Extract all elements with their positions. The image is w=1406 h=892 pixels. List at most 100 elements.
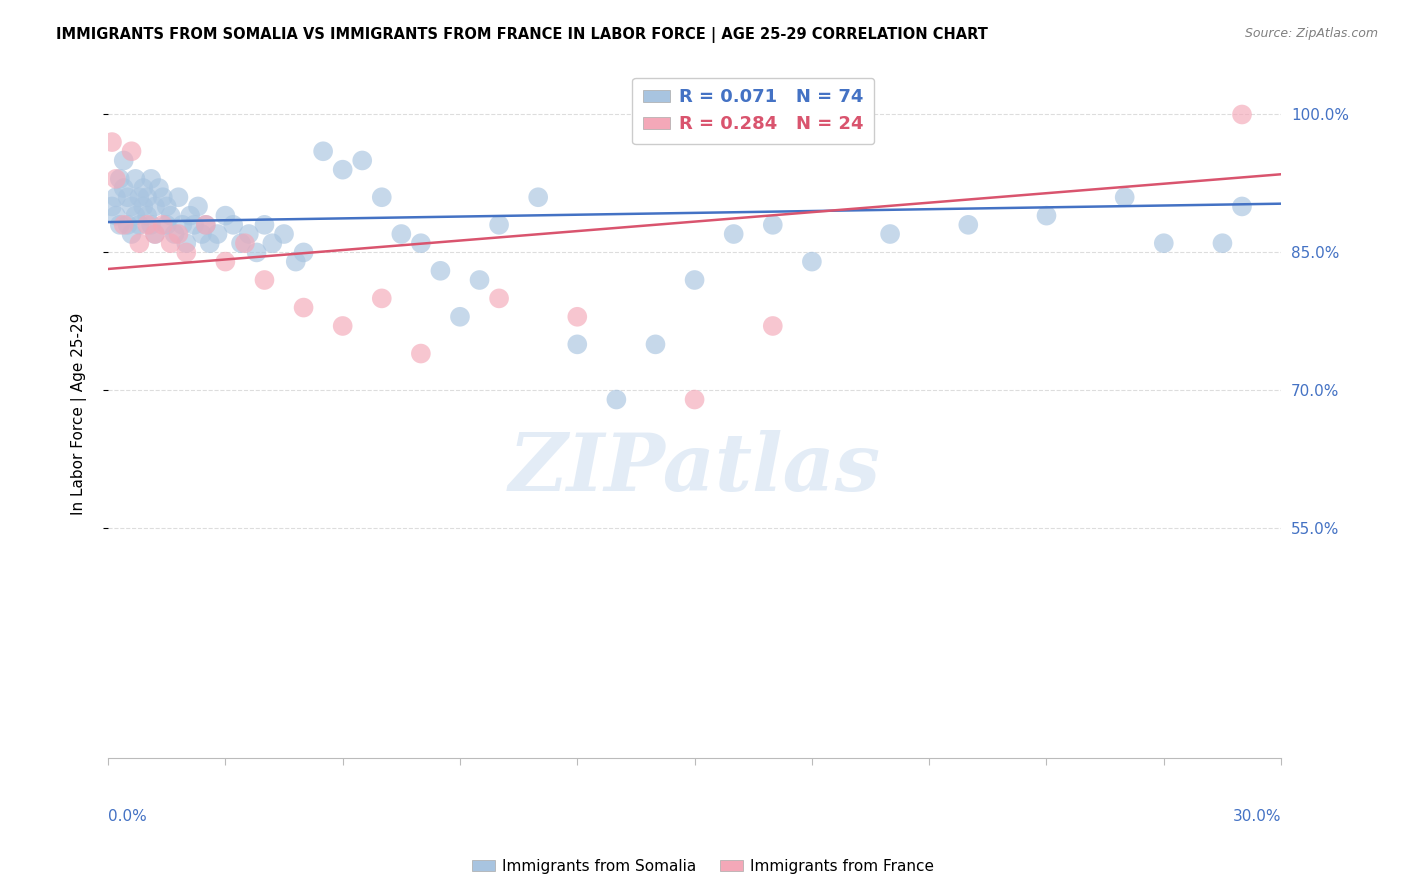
Point <box>409 236 432 251</box>
Point <box>371 292 394 306</box>
Point <box>332 162 354 177</box>
Point <box>605 392 627 407</box>
Point <box>488 292 510 306</box>
Point <box>101 199 124 213</box>
Point <box>273 227 295 241</box>
Point <box>683 273 706 287</box>
Point <box>136 218 159 232</box>
Point <box>159 209 181 223</box>
Point <box>527 190 550 204</box>
Point <box>567 337 589 351</box>
Text: Source: ZipAtlas.com: Source: ZipAtlas.com <box>1244 27 1378 40</box>
Text: ZIPatlas: ZIPatlas <box>509 430 880 508</box>
Point <box>1230 107 1253 121</box>
Point <box>112 153 135 168</box>
Point <box>156 199 179 213</box>
Point <box>136 190 159 204</box>
Point <box>124 209 146 223</box>
Point <box>121 199 143 213</box>
Point <box>112 181 135 195</box>
Point <box>136 209 159 223</box>
Point <box>121 145 143 159</box>
Point <box>389 227 412 241</box>
Point <box>222 218 245 232</box>
Point <box>1230 199 1253 213</box>
Point <box>352 153 374 168</box>
Point <box>194 218 217 232</box>
Point <box>246 245 269 260</box>
Point <box>238 227 260 241</box>
Point <box>198 236 221 251</box>
Point <box>449 310 471 324</box>
Point <box>292 245 315 260</box>
Point <box>253 273 276 287</box>
Point <box>723 227 745 241</box>
Point <box>128 190 150 204</box>
Point <box>1035 209 1057 223</box>
Point <box>879 227 901 241</box>
Point <box>132 181 155 195</box>
Point <box>167 227 190 241</box>
Point <box>124 172 146 186</box>
Point <box>101 135 124 149</box>
Point <box>371 190 394 204</box>
Point <box>214 209 236 223</box>
Point <box>194 218 217 232</box>
Point <box>762 218 785 232</box>
Point <box>183 218 205 232</box>
Point <box>108 218 131 232</box>
Point <box>156 218 179 232</box>
Point <box>1211 236 1233 251</box>
Point <box>762 318 785 333</box>
Point <box>132 199 155 213</box>
Y-axis label: In Labor Force | Age 25-29: In Labor Force | Age 25-29 <box>72 312 87 515</box>
Point <box>253 218 276 232</box>
Point <box>429 264 451 278</box>
Point <box>152 190 174 204</box>
Point <box>104 209 127 223</box>
Point <box>312 145 335 159</box>
Point <box>567 310 589 324</box>
Point <box>800 254 823 268</box>
Point <box>143 199 166 213</box>
Point <box>332 318 354 333</box>
Point <box>152 218 174 232</box>
Point <box>174 245 197 260</box>
Point <box>1114 190 1136 204</box>
Point <box>139 218 162 232</box>
Point <box>207 227 229 241</box>
Text: IMMIGRANTS FROM SOMALIA VS IMMIGRANTS FROM FRANCE IN LABOR FORCE | AGE 25-29 COR: IMMIGRANTS FROM SOMALIA VS IMMIGRANTS FR… <box>56 27 988 43</box>
Point <box>104 172 127 186</box>
Legend: Immigrants from Somalia, Immigrants from France: Immigrants from Somalia, Immigrants from… <box>465 853 941 880</box>
Point <box>1153 236 1175 251</box>
Point <box>488 218 510 232</box>
Point <box>128 236 150 251</box>
Point <box>108 172 131 186</box>
Point <box>468 273 491 287</box>
Point <box>143 227 166 241</box>
Point <box>167 190 190 204</box>
Point <box>143 227 166 241</box>
Point <box>409 346 432 360</box>
Point <box>187 199 209 213</box>
Point <box>128 218 150 232</box>
Point <box>284 254 307 268</box>
Point <box>214 254 236 268</box>
Point <box>148 181 170 195</box>
Point <box>683 392 706 407</box>
Point <box>112 218 135 232</box>
Point <box>229 236 252 251</box>
Point <box>179 209 201 223</box>
Point <box>191 227 214 241</box>
Point <box>139 172 162 186</box>
Point <box>163 227 186 241</box>
Point <box>262 236 284 251</box>
Point <box>117 190 139 204</box>
Point <box>117 218 139 232</box>
Text: 0.0%: 0.0% <box>108 809 146 823</box>
Point <box>159 236 181 251</box>
Point <box>957 218 980 232</box>
Point <box>292 301 315 315</box>
Text: 30.0%: 30.0% <box>1233 809 1281 823</box>
Point <box>172 218 194 232</box>
